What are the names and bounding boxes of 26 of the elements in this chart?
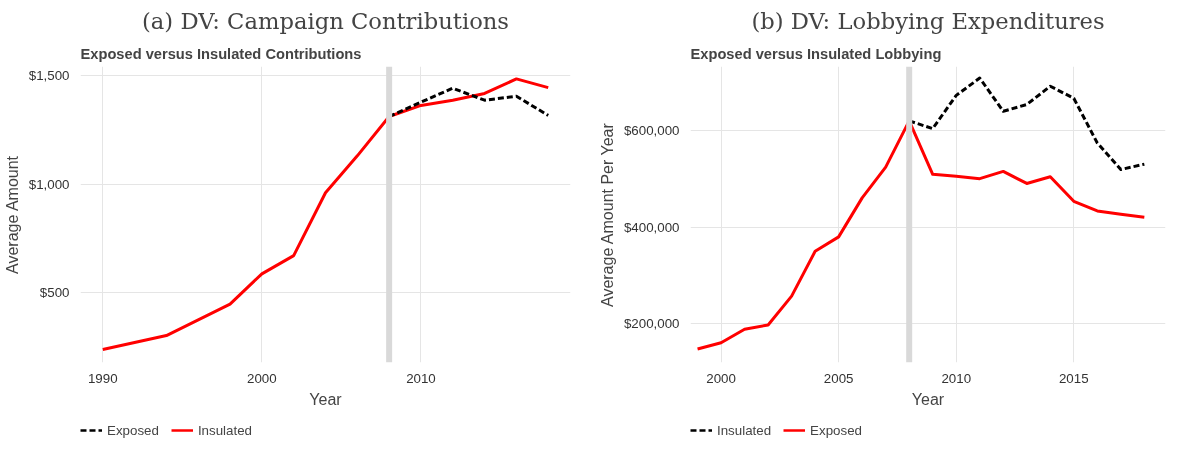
x-tick-label: 2000 (247, 370, 277, 386)
chart-title: (a) DV: Campaign Contributions (142, 7, 510, 34)
y-tick-label: $200,000 (623, 316, 680, 332)
y-tick-label: $1,000 (28, 176, 70, 192)
x-tick-label: 1990 (87, 370, 118, 386)
y-tick-label: $600,000 (623, 123, 680, 139)
x-axis-title: Year (911, 390, 945, 408)
x-tick-label: 2005 (823, 370, 854, 386)
legend-label: Exposed (107, 422, 159, 438)
y-axis-title: Average Amount (3, 155, 21, 274)
y-tick-label: $500 (39, 285, 70, 301)
line-series (101, 77, 550, 351)
y-tick-label: $400,000 (623, 219, 680, 235)
legend-label: Insulated (197, 422, 252, 438)
x-tick-label: 2000 (706, 370, 736, 386)
x-tick-label: 2015 (1058, 370, 1089, 386)
legend-label: Insulated (717, 422, 772, 438)
legend-label: Exposed (810, 422, 862, 438)
chart-title: (b) DV: Lobbying Expenditures (751, 7, 1105, 34)
chart-subtitle: Exposed versus Insulated Lobbying (690, 45, 942, 62)
x-tick-label: 2010 (406, 370, 436, 386)
chart-subtitle: Exposed versus Insulated Contributions (80, 45, 362, 62)
x-axis-title: Year (309, 390, 343, 408)
y-axis-title: Average Amount Per Year (598, 122, 616, 307)
y-tick-label: $1,500 (28, 68, 70, 84)
x-tick-label: 2010 (941, 370, 972, 386)
